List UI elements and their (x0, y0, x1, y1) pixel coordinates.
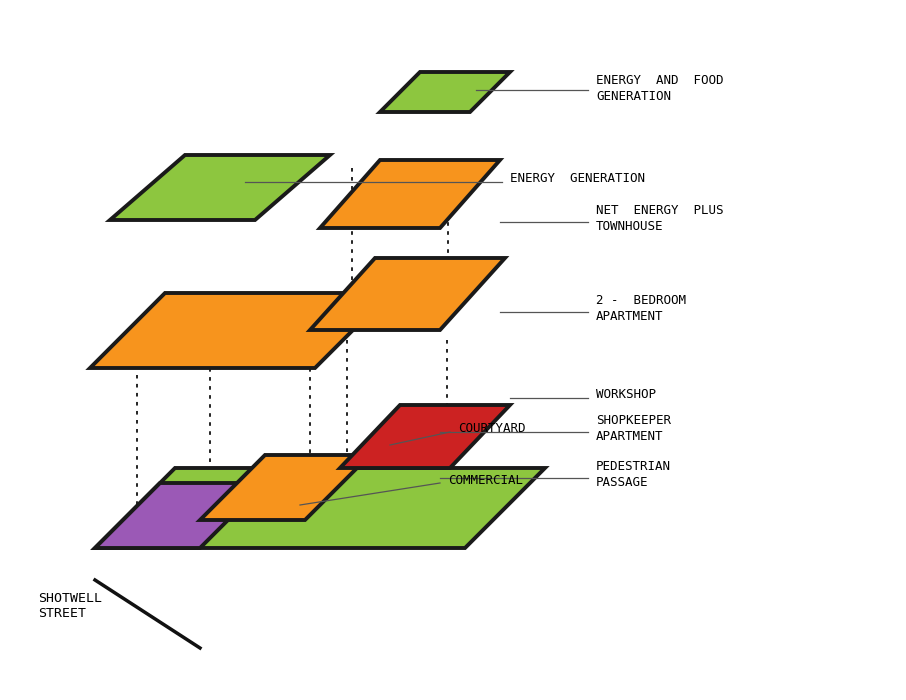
Polygon shape (90, 293, 390, 368)
Text: 2 -  BEDROOM
APARTMENT: 2 - BEDROOM APARTMENT (596, 293, 686, 323)
Text: NET  ENERGY  PLUS
TOWNHOUSE: NET ENERGY PLUS TOWNHOUSE (596, 204, 724, 232)
Text: SHOTWELL
STREET: SHOTWELL STREET (38, 592, 102, 620)
Text: ENERGY  AND  FOOD
GENERATION: ENERGY AND FOOD GENERATION (596, 74, 724, 102)
Text: ENERGY  GENERATION: ENERGY GENERATION (510, 172, 645, 185)
Text: PEDESTRIAN
PASSAGE: PEDESTRIAN PASSAGE (596, 461, 671, 489)
Polygon shape (200, 455, 370, 520)
Text: SHOPKEEPER
APARTMENT: SHOPKEEPER APARTMENT (596, 414, 671, 442)
Text: COURTYARD: COURTYARD (458, 421, 525, 435)
Polygon shape (110, 155, 330, 220)
Polygon shape (340, 405, 510, 468)
Polygon shape (380, 72, 510, 112)
Polygon shape (310, 258, 505, 330)
Text: WORKSHOP: WORKSHOP (596, 389, 656, 402)
Text: COMMERCIAL: COMMERCIAL (448, 473, 523, 486)
Polygon shape (95, 483, 265, 548)
Polygon shape (95, 468, 545, 548)
Polygon shape (320, 160, 500, 228)
